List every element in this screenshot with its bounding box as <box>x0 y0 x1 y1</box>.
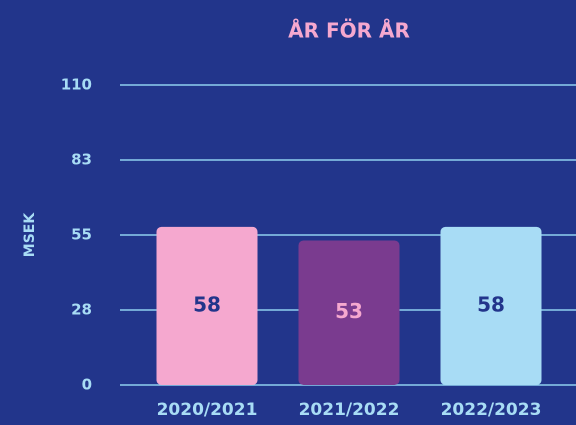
bar <box>440 226 542 385</box>
data-label: 58 <box>193 292 221 316</box>
y-tick-label: 28 <box>71 301 92 319</box>
y-axis-label: MSEK <box>22 212 38 258</box>
y-tick-label: 110 <box>61 76 92 94</box>
chart-title: ÅR FÖR ÅR <box>288 19 410 43</box>
y-tick-label: 83 <box>71 151 92 169</box>
bar <box>156 226 258 385</box>
x-tick-label: 2022/2023 <box>441 400 542 420</box>
data-label: 53 <box>335 299 363 323</box>
x-tick-label: 2021/2022 <box>299 400 400 420</box>
data-label: 58 <box>477 292 505 316</box>
x-tick-label: 2020/2021 <box>157 400 258 420</box>
y-tick-label: 55 <box>71 226 92 244</box>
y-tick-label: 0 <box>82 376 92 394</box>
bar <box>298 240 400 385</box>
